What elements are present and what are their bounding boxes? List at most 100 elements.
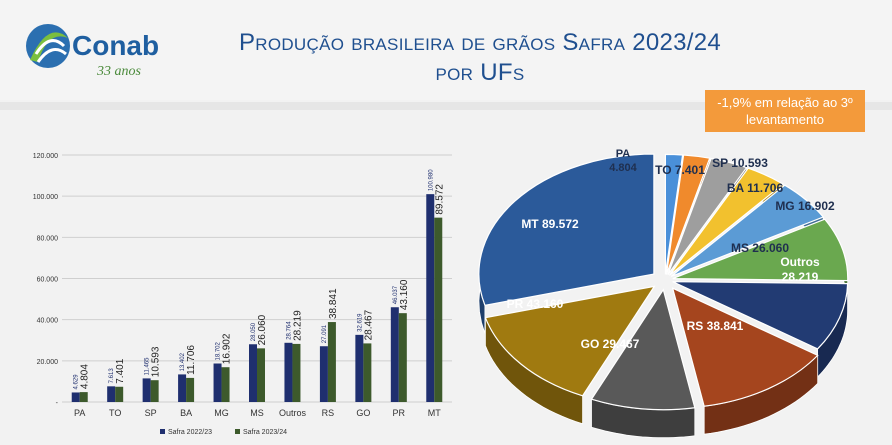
divider-band <box>0 102 892 110</box>
logo-subtitle: 33 anos <box>97 64 141 79</box>
pie-label-name: Outros <box>780 255 820 269</box>
bar-label-2022-23: 100.980 <box>428 169 434 191</box>
bar-2023-24 <box>115 386 124 402</box>
x-tick-label: PR <box>393 408 406 418</box>
pie-label: GO 29.467 <box>581 337 640 351</box>
bar-2022-23 <box>319 346 328 402</box>
pie-slice-mt <box>478 153 655 307</box>
bar-label-2023-24: 10.593 <box>151 346 162 377</box>
y-tick-label: 120.000 <box>33 153 58 160</box>
pie-label: BA 11.706 <box>727 181 784 195</box>
pie-label: MS 26.060 <box>731 241 789 255</box>
x-tick-label: TO <box>109 408 121 418</box>
pie-slice-to <box>665 154 711 275</box>
bar-2023-24 <box>327 322 336 402</box>
pie-label: MT 89.572 <box>521 217 579 231</box>
bar-2023-24 <box>186 377 195 402</box>
x-tick-label: MG <box>214 408 229 418</box>
pie-label: SP 10.593 <box>712 156 768 170</box>
variation-note: -1,9% em relação ao 3º levantamento <box>705 90 865 132</box>
bar-2022-23 <box>426 194 435 402</box>
bar-2022-23 <box>213 363 222 402</box>
bar-2023-24 <box>292 343 301 402</box>
bar-label-2023-24: 43.160 <box>399 279 410 310</box>
bar-label-2022-23: 46.037 <box>393 285 399 304</box>
bar-2023-24 <box>150 380 159 402</box>
pie-slice-ms <box>672 218 849 282</box>
bar-label-2022-23: 28.764 <box>286 321 292 340</box>
bar-label-2023-24: 4.804 <box>80 364 91 389</box>
x-tick-label: GO <box>356 408 370 418</box>
pie-slice-pr <box>484 285 656 397</box>
pie-label: RS 38.841 <box>687 319 744 333</box>
pie-slice-pa <box>664 153 684 275</box>
x-tick-label: SP <box>145 408 157 418</box>
conab-logo <box>18 10 168 90</box>
pie-label-value: 4.804 <box>609 162 637 174</box>
bar-label-2023-24: 7.401 <box>115 358 126 383</box>
legend-swatch-2023-24 <box>235 429 240 434</box>
pie-slice-go <box>590 288 696 411</box>
bar-label-2023-24: 28.219 <box>292 310 303 341</box>
x-tick-label: BA <box>180 408 192 418</box>
pie-chart: PA 4.804 TO 7.401 SP 10.593 BA 11.706 MG 16.9… <box>478 148 849 439</box>
header-bar <box>0 0 892 100</box>
bar-2023-24 <box>79 392 88 402</box>
conab-logo-icon <box>26 24 70 68</box>
logo-text: Conab <box>72 30 160 61</box>
bar-label-2023-24: 28.467 <box>363 309 374 340</box>
title-line-1: Produção brasileira de grãos Safra 2023/… <box>238 29 722 56</box>
y-tick-label: 40.000 <box>37 318 59 325</box>
legend-label-2023-24: Safra 2023/24 <box>243 429 287 436</box>
x-tick-label: RS <box>322 408 335 418</box>
bar-2022-23 <box>107 386 116 402</box>
pie-label: PR 43.160 <box>507 297 564 311</box>
bar-label-2022-23: 7.613 <box>109 368 115 384</box>
pie-slice-outros <box>672 281 849 350</box>
bar-chart: - 20.000 40.000 60.000 80.000 100.000 120.000 4… <box>0 115 460 445</box>
bar-label-2022-23: 11.465 <box>145 357 151 376</box>
bar-2023-24 <box>398 313 407 402</box>
x-tick-label: PA <box>74 408 85 418</box>
bar-label-2023-24: 89.572 <box>434 184 445 215</box>
bar-2022-23 <box>390 307 399 402</box>
bar-label-2022-23: 4.629 <box>74 374 80 390</box>
x-tick-label: MS <box>250 408 264 418</box>
pie-label: TO 7.401 <box>655 163 705 177</box>
y-tick-label: 20.000 <box>37 359 59 366</box>
pie-slice-mg <box>670 184 825 277</box>
y-tick-label: 100.000 <box>33 194 58 201</box>
bar-2022-23 <box>355 334 364 402</box>
legend-label-2022-23: Safra 2022/23 <box>168 429 212 436</box>
y-tick-label: - <box>56 400 59 407</box>
y-tick-label: 80.000 <box>37 235 59 242</box>
bar-2023-24 <box>363 343 372 402</box>
bar-2022-23 <box>71 392 80 402</box>
bar-label-2023-24: 11.706 <box>186 345 197 375</box>
bar-2023-24 <box>221 367 230 402</box>
y-tick-label: 60.000 <box>37 277 59 284</box>
bar-2022-23 <box>284 342 293 402</box>
bar-2022-23 <box>249 344 257 402</box>
x-tick-label: Outros <box>279 408 307 418</box>
x-tick-label: MT <box>428 408 441 418</box>
note-line-2: levantamento <box>745 112 825 127</box>
note-line-1: -1,9% em relação ao 3º <box>717 95 853 110</box>
pie-slice-sp <box>667 157 748 276</box>
pie-slice-rs <box>671 287 819 407</box>
legend-swatch-2022-23 <box>160 429 165 434</box>
pie-label: MG 16.902 <box>775 199 835 213</box>
pie-slice-ba <box>668 167 785 276</box>
bar-chart-background <box>0 115 460 445</box>
bar-2022-23 <box>142 378 151 402</box>
bar-2022-23 <box>178 374 187 402</box>
bar-label-2023-24: 38.841 <box>328 288 339 319</box>
bar-2023-24 <box>257 348 265 402</box>
pie-label-name: PA <box>616 148 631 160</box>
title-line-2: por UFs <box>435 59 525 86</box>
bar-label-2023-24: 26.060 <box>257 314 268 345</box>
bar-label-2022-23: 32.619 <box>357 313 363 332</box>
bar-label-2022-23: 27.091 <box>322 324 328 343</box>
bar-label-2022-23: 28.050 <box>251 322 257 341</box>
bar-label-2022-23: 13.402 <box>180 352 186 371</box>
